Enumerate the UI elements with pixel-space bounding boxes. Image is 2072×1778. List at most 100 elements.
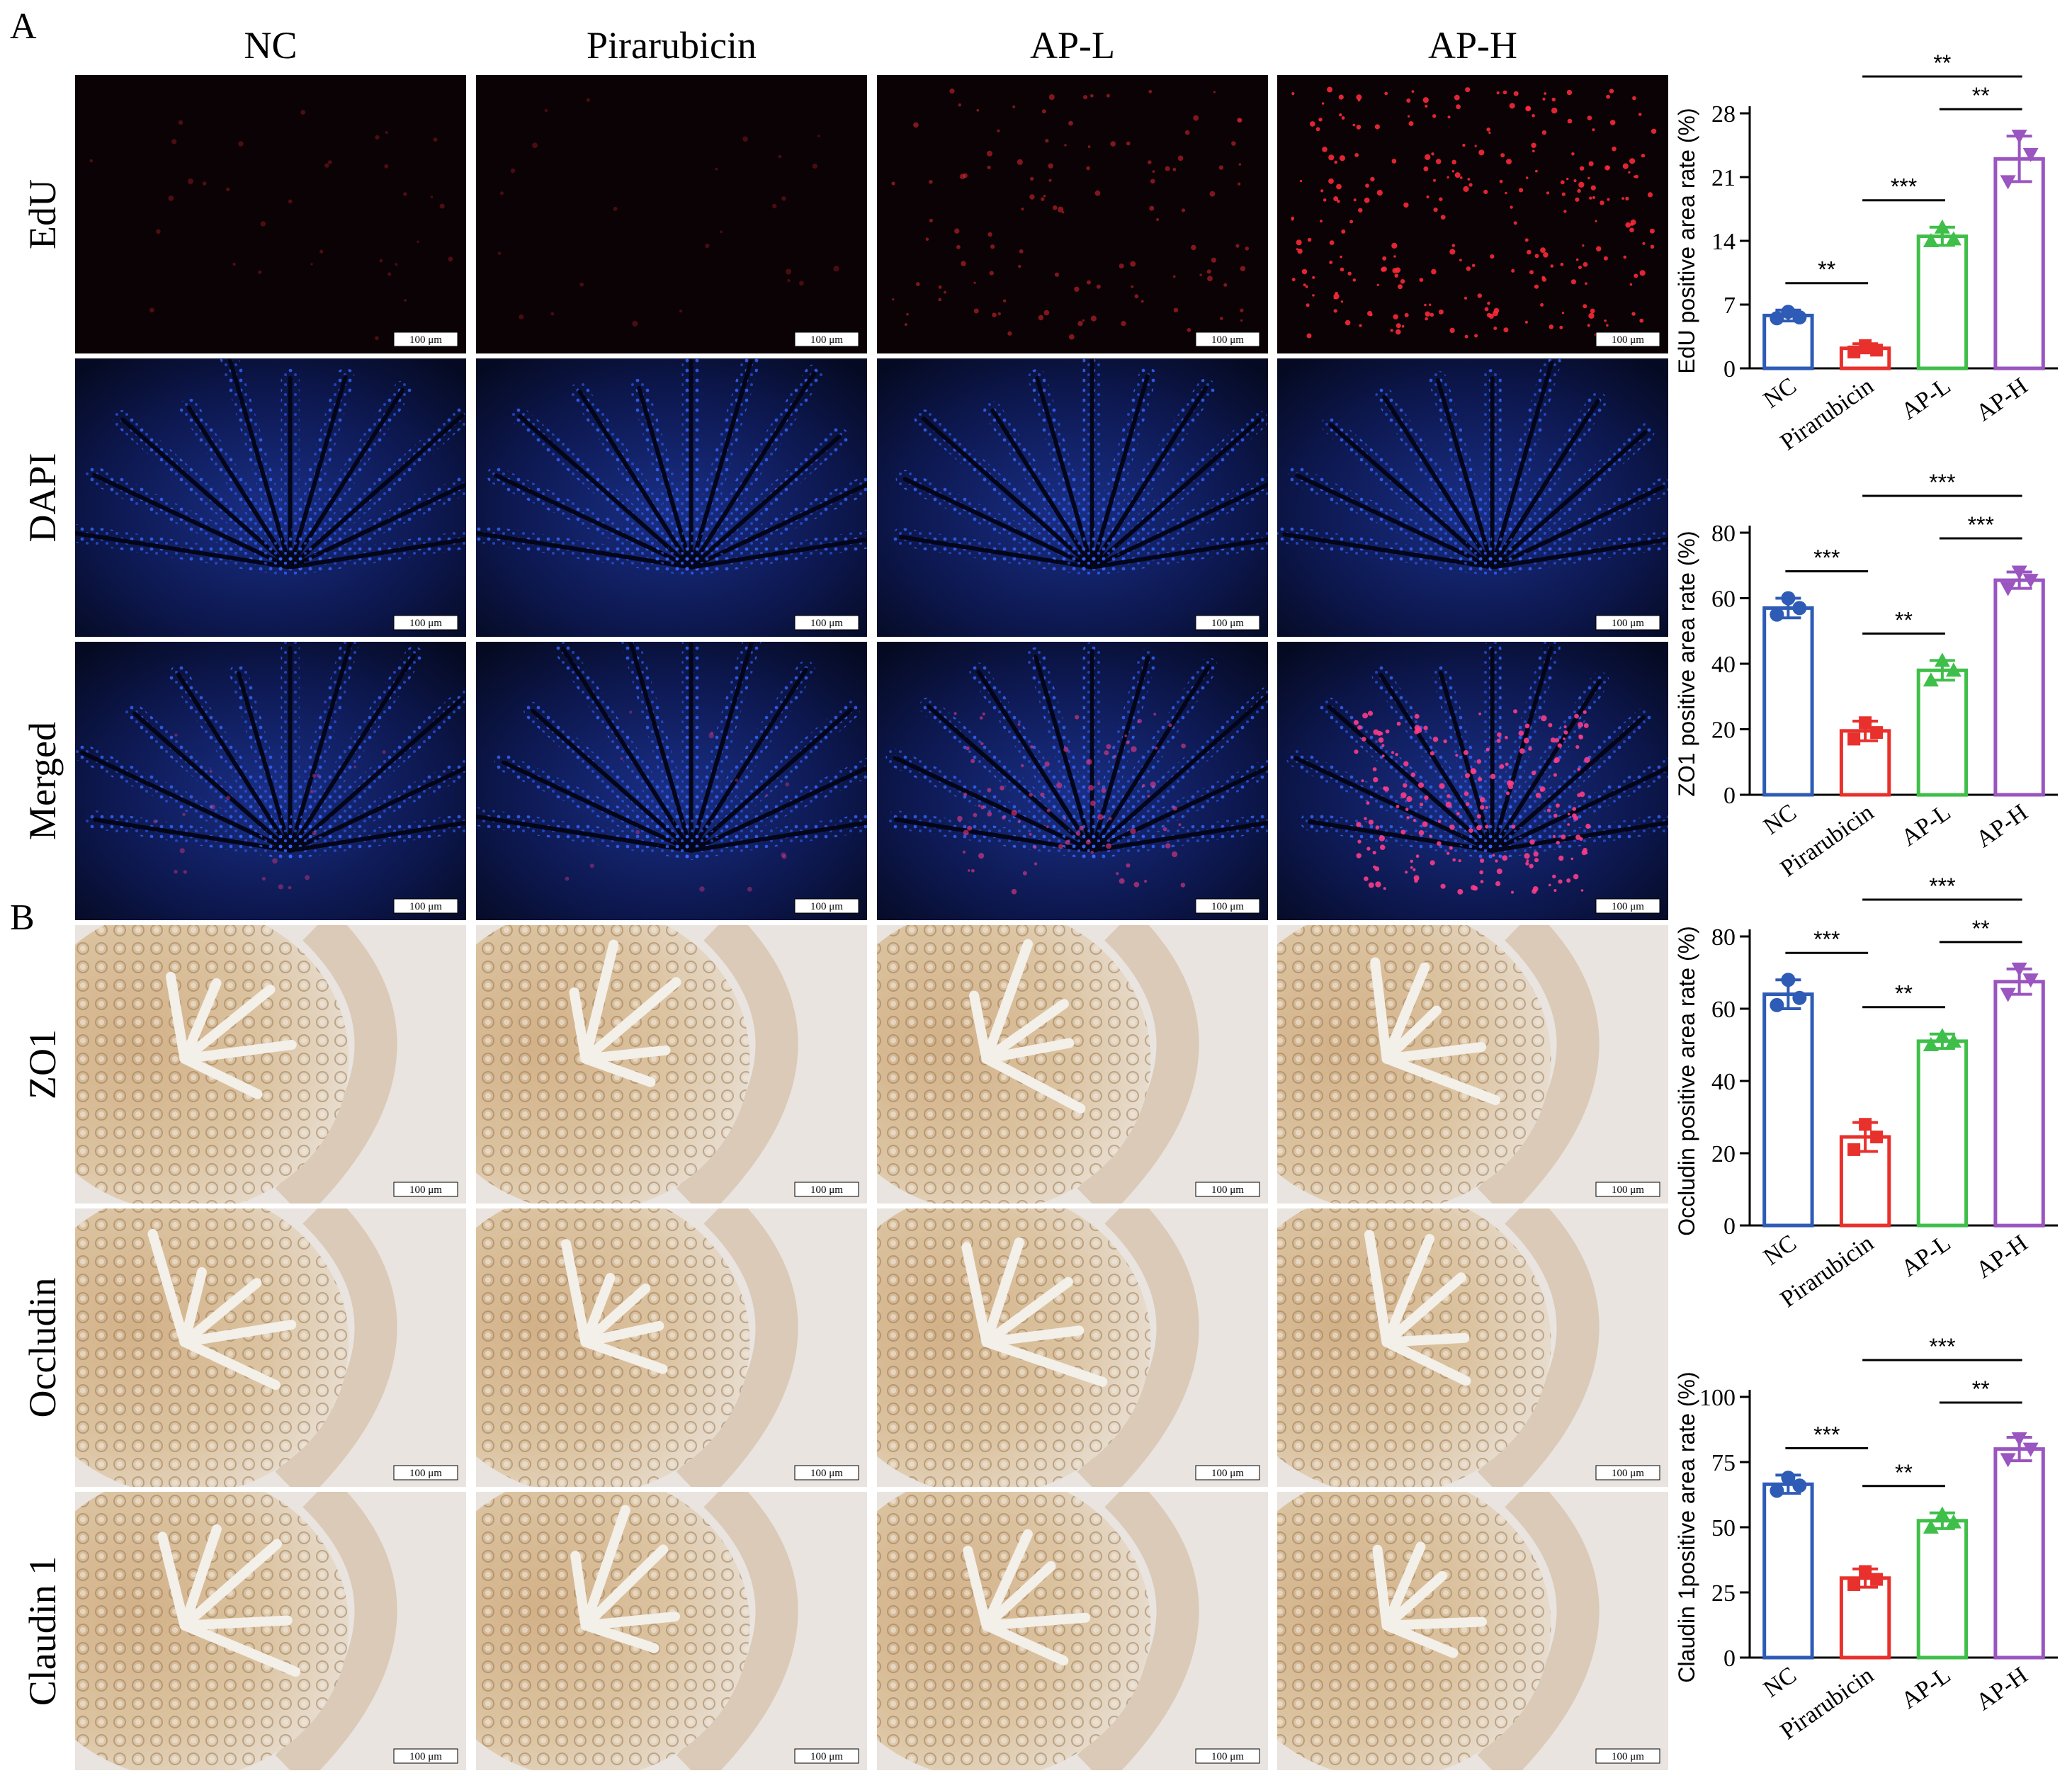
data-point — [1792, 310, 1807, 324]
data-point — [1770, 311, 1784, 326]
data-point — [1792, 990, 1807, 1005]
scale-bar-label: 100 μm — [1211, 901, 1244, 912]
y-axis-label: ZO1 positive area rate (%) — [1674, 531, 1699, 796]
x-tick-label: AP-L — [1896, 1230, 1955, 1282]
data-point — [1781, 973, 1796, 987]
micrograph-dapi-pirarubicin: 100 μm — [476, 358, 867, 637]
data-point — [1870, 344, 1884, 357]
micrograph-claudin-1-ap-h: 100 μm — [1277, 1492, 1668, 1770]
data-point — [1847, 345, 1861, 358]
scale-bar-label: 100 μm — [409, 1751, 442, 1762]
micrograph-dapi-ap-l: 100 μm — [877, 358, 1268, 637]
row-label-dapi: DAPI — [21, 453, 64, 542]
micrograph-edu-ap-l: 100 μm — [877, 75, 1268, 353]
x-tick-label: AP-L — [1896, 799, 1955, 851]
significance-label: *** — [1929, 470, 1955, 495]
y-axis-label: Claudin 1positive area rate (%) — [1674, 1371, 1699, 1682]
data-point — [2011, 565, 2027, 580]
micrograph-dapi-ap-h: 100 μm — [1277, 358, 1668, 637]
y-tick-label: 20 — [1711, 718, 1736, 744]
micrograph-edu-pirarubicin: 100 μm — [476, 75, 867, 353]
bar-nc — [1762, 606, 1814, 797]
y-tick-label: 50 — [1711, 1515, 1736, 1541]
scale-bar-label: 100 μm — [810, 1751, 843, 1762]
micrograph-dapi-nc: 100 μm — [75, 358, 466, 637]
data-point — [1934, 1028, 1950, 1043]
micrograph-zo1-ap-h: 100 μm — [1277, 925, 1668, 1204]
significance-label: *** — [1891, 174, 1917, 200]
scale-bar-label: 100 μm — [810, 901, 843, 912]
row-label-occludin: Occludin — [21, 1278, 64, 1418]
y-tick-label: 0 — [1723, 1213, 1736, 1240]
scale-bar-label: 100 μm — [810, 618, 843, 629]
column-heading-ap-h: AP-H — [1428, 24, 1517, 67]
data-point — [1859, 339, 1872, 352]
data-point — [1847, 732, 1861, 746]
significance-label: *** — [1813, 1422, 1840, 1447]
significance-label: *** — [1813, 927, 1840, 952]
data-point — [2022, 574, 2039, 589]
bar-nc — [1762, 313, 1814, 370]
x-tick-label: AP-H — [1971, 799, 2032, 853]
panel-label-a: A — [10, 6, 37, 47]
micrograph-merged-nc: 100 μm — [75, 642, 466, 920]
data-point — [2000, 987, 2016, 1002]
scale-bar-label: 100 μm — [409, 334, 442, 346]
x-tick-label: AP-H — [1971, 373, 2032, 426]
bar-ap-l — [1916, 234, 1969, 370]
bar-ap-h — [1993, 157, 2045, 370]
y-tick-label: 40 — [1711, 1069, 1736, 1095]
scale-bar-label: 100 μm — [1612, 618, 1644, 629]
scale-bar-label: 100 μm — [1211, 334, 1244, 346]
data-point — [1945, 231, 1961, 246]
data-point — [1781, 305, 1796, 319]
micrograph-occludin-nc: 100 μm — [75, 1208, 466, 1487]
data-point — [2011, 962, 2027, 977]
micrograph-claudin-1-pirarubicin: 100 μm — [476, 1492, 867, 1770]
significance-label: ** — [1895, 607, 1913, 633]
scale-bar-label: 100 μm — [409, 901, 442, 912]
data-point — [2000, 582, 2016, 596]
bar-ap-h — [1993, 578, 2045, 797]
y-tick-label: 0 — [1723, 356, 1736, 383]
row-label-zo1: ZO1 — [21, 1029, 64, 1099]
data-point — [1859, 1118, 1872, 1131]
y-tick-label: 14 — [1711, 229, 1736, 255]
y-tick-label: 25 — [1711, 1580, 1736, 1607]
data-point — [1781, 1471, 1796, 1485]
data-point — [2000, 175, 2016, 190]
x-tick-label: NC — [1759, 1662, 1801, 1702]
significance-label: *** — [1929, 873, 1955, 899]
bar-pirarubicin — [1839, 1576, 1891, 1660]
scale-bar-label: 100 μm — [1211, 1751, 1244, 1762]
data-point — [2022, 1442, 2039, 1457]
micrograph-occludin-ap-h: 100 μm — [1277, 1208, 1668, 1487]
y-tick-label: 60 — [1711, 587, 1736, 613]
y-tick-label: 60 — [1711, 997, 1736, 1023]
data-point — [2022, 147, 2039, 162]
row-label-merged: Merged — [21, 722, 64, 840]
data-point — [1923, 672, 1939, 687]
data-point — [1923, 1519, 1939, 1534]
scale-bar-label: 100 μm — [1612, 334, 1644, 346]
panel-label-b: B — [10, 898, 35, 938]
micrograph-edu-nc: 100 μm — [75, 75, 466, 353]
y-tick-label: 80 — [1711, 521, 1736, 547]
scale-bar-label: 100 μm — [1612, 1184, 1644, 1196]
data-point — [1770, 997, 1784, 1012]
row-label-edu: EdU — [21, 179, 64, 249]
scale-bar-label: 100 μm — [1612, 1468, 1644, 1479]
y-tick-label: 100 — [1699, 1385, 1736, 1411]
column-heading-ap-l: AP-L — [1030, 24, 1115, 67]
y-tick-label: 0 — [1723, 783, 1736, 809]
y-tick-label: 7 — [1723, 293, 1736, 319]
x-tick-label: AP-L — [1896, 373, 1955, 425]
y-tick-label: 75 — [1711, 1450, 1736, 1476]
data-point — [1792, 601, 1807, 616]
data-point — [1770, 1483, 1784, 1498]
scale-bar-label: 100 μm — [810, 1468, 843, 1479]
data-point — [2011, 130, 2027, 145]
scale-bar-label: 100 μm — [409, 1184, 442, 1196]
